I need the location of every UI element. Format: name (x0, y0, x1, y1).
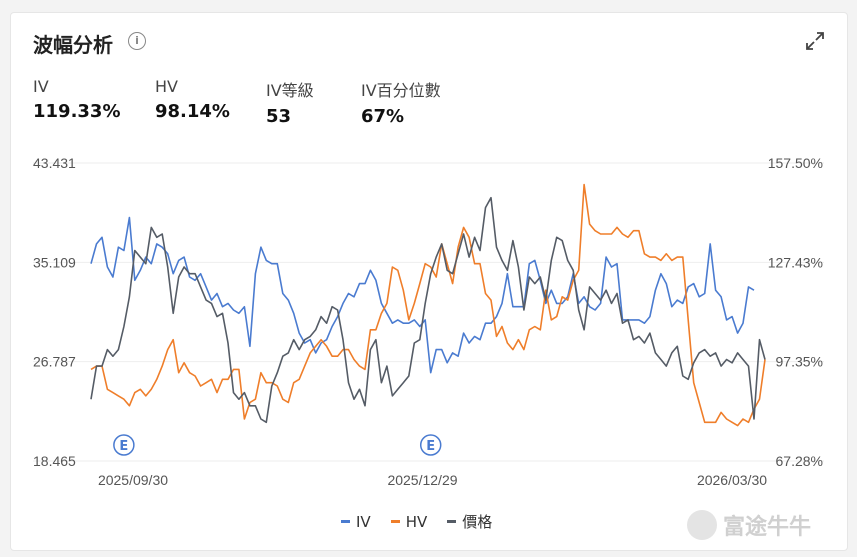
watermark: 富途牛牛 (687, 509, 811, 541)
expand-icon[interactable] (805, 31, 825, 51)
earnings-marker (419, 434, 442, 456)
metric-iv-rank: IV等級 53 (266, 77, 314, 127)
legend-hv-swatch (390, 520, 400, 523)
legend-hv-label: HV (405, 512, 428, 531)
card-title: 波幅分析 (33, 33, 113, 57)
hv-line (90, 183, 766, 427)
legend-iv-label: IV (356, 512, 371, 531)
right-axis-tick: 97.35% (776, 354, 823, 370)
x-axis-tick: 2026/03/30 (697, 472, 767, 488)
left-axis-tick: 26.787 (33, 354, 76, 370)
legend-price-label: 價格 (462, 513, 493, 531)
right-axis-tick: 157.50% (768, 155, 823, 171)
watermark-logo-icon (687, 510, 717, 540)
legend-price[interactable]: 價格 (447, 511, 492, 532)
metric-hv-value: 98.14% (155, 101, 230, 122)
metric-hv-label: HV (155, 77, 178, 96)
x-axis-tick: 2025/09/30 (98, 472, 168, 488)
x-axis-tick: 2025/12/29 (387, 472, 457, 488)
metric-iv-label: IV (33, 77, 49, 96)
left-axis-tick: 43.431 (33, 155, 76, 171)
metric-iv-rank-value: 53 (266, 106, 292, 127)
volatility-chart: 43.431 157.50% 35.109 127.43% 26.787 97.35% 18… (33, 155, 824, 488)
metric-iv-percentile-value: 67% (361, 106, 405, 127)
earnings-marker-label: E (119, 439, 128, 454)
price-line (90, 196, 766, 424)
right-axis-tick: 127.43% (768, 254, 823, 270)
volatility-card: 波幅分析 i IV 119.33% HV 98.14% IV等級 53 IV百分… (10, 12, 848, 551)
legend-hv[interactable]: HV (390, 511, 428, 532)
legend-iv[interactable]: IV (341, 511, 371, 532)
metric-iv: IV 119.33% (33, 77, 121, 122)
left-axis-tick: 18.465 (33, 453, 76, 469)
earnings-marker-label: E (426, 439, 435, 454)
left-axis-tick: 35.109 (33, 254, 76, 270)
metric-iv-percentile-label: IV百分位數 (361, 81, 441, 100)
metric-hv: HV 98.14% (155, 77, 230, 122)
chart-legend: IV HV 價格 (341, 511, 492, 532)
legend-iv-swatch (341, 520, 350, 523)
metric-iv-percentile: IV百分位數 67% (361, 77, 441, 127)
info-icon[interactable]: i (128, 32, 146, 50)
metric-iv-value: 119.33% (33, 101, 121, 122)
watermark-text: 富途牛牛 (723, 515, 812, 540)
metric-iv-rank-label: IV等級 (266, 81, 314, 100)
earnings-marker (113, 434, 135, 456)
legend-price-swatch (447, 520, 457, 523)
right-axis-tick: 67.28% (776, 453, 823, 469)
